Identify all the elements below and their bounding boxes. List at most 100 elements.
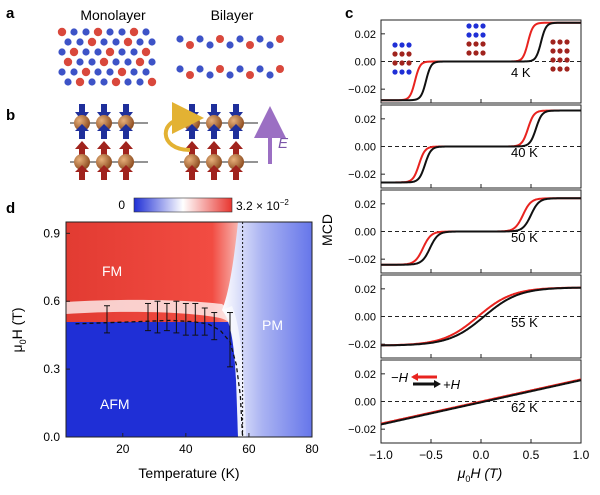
legend-red-arrowhead: [411, 373, 418, 381]
cr-atom: [246, 71, 254, 79]
c-y-tick-label: 0.00: [355, 142, 376, 154]
spin-up-arrow-tail: [185, 165, 199, 180]
atom-ball: [74, 154, 90, 170]
d-y-tick-label: 0.9: [43, 226, 60, 240]
cr-atom: [141, 47, 151, 57]
spin-down-arrow-tail: [119, 124, 133, 139]
i-atom: [148, 38, 156, 46]
i-atom: [82, 28, 90, 36]
inset-spin: [392, 60, 398, 66]
spin-down-arrow-tail: [207, 124, 221, 139]
i-atom: [176, 65, 184, 73]
cr-atom: [111, 77, 121, 87]
spin-up-arrow-tail: [97, 165, 111, 180]
inset-spin: [480, 32, 486, 38]
i-atom: [88, 78, 96, 86]
up-sweep-curve: [380, 379, 582, 426]
c-y-tick-label: −0.02: [348, 254, 376, 266]
atom-ball: [184, 154, 200, 170]
up-sweep-curve: [381, 109, 581, 184]
atom-ball: [96, 115, 112, 131]
c-y-tick-label: 0.00: [355, 57, 376, 69]
inset-spin: [406, 42, 412, 48]
i-atom: [266, 71, 274, 79]
i-atom: [70, 68, 78, 76]
inset-spin: [466, 32, 472, 38]
i-atom: [130, 68, 138, 76]
spin-up-arrow-tail: [229, 165, 243, 180]
cr-atom: [99, 57, 109, 67]
panel-label-d: d: [6, 200, 15, 217]
spin-down-arrow: [97, 104, 111, 121]
colorbar-max-label: 3.2 × 10−2: [236, 198, 289, 213]
legend-down-label: −H: [391, 370, 409, 385]
inset-spin: [399, 51, 405, 57]
hysteresis-subplot: 0.02 0.00 −0.02 4 K: [348, 19, 582, 104]
d-y-tick-label: 0.6: [43, 294, 60, 308]
c-y-tick-label: 0.02: [355, 284, 376, 296]
c-x-tick-label: 0.0: [473, 448, 490, 462]
c-x-tick-label: 1.0: [573, 448, 590, 462]
i-atom: [58, 68, 66, 76]
i-atom: [118, 28, 126, 36]
phase-boundary-fit: [75, 319, 244, 437]
d-y-tick-label: 0.3: [43, 362, 60, 376]
i-atom: [136, 38, 144, 46]
c-y-tick-label: −0.02: [348, 424, 376, 436]
c-y-tick-label: 0.02: [355, 199, 376, 211]
up-sweep-curve: [381, 21, 581, 102]
panel-label-c: c: [345, 5, 353, 22]
inset-spin: [564, 48, 570, 54]
inset-spin: [550, 57, 556, 63]
i-atom: [58, 48, 66, 56]
inset-spin: [466, 41, 472, 47]
inset-spin: [406, 51, 412, 57]
region-label-fm: FM: [102, 263, 122, 279]
inset-spin: [473, 32, 479, 38]
atom-ball: [228, 115, 244, 131]
cr-atom: [135, 57, 145, 67]
i-atom: [112, 58, 120, 66]
inset-spin: [564, 39, 570, 45]
inset-spin: [473, 41, 479, 47]
i-atom: [142, 68, 150, 76]
bilayer-lattice-illustration: [176, 35, 284, 79]
cr-atom: [63, 57, 73, 67]
cr-atom: [105, 47, 115, 57]
spin-up-arrow-tail: [75, 165, 89, 180]
spin-up-arrow-tail: [207, 165, 221, 180]
spin-down-arrow-tail: [97, 124, 111, 139]
atom-ball: [96, 154, 112, 170]
monolayer-label: Monolayer: [80, 7, 146, 23]
i-atom: [106, 28, 114, 36]
i-atom: [206, 41, 214, 49]
temperature-label: 4 K: [511, 65, 531, 80]
c-y-axis-label: MCD: [319, 214, 335, 246]
c-x-tick-label: 0.5: [523, 448, 540, 462]
i-atom: [124, 78, 132, 86]
spin-up-arrow-tail: [119, 165, 133, 180]
cr-atom: [186, 71, 194, 79]
inset-spin: [406, 69, 412, 75]
colorbar: [133, 197, 233, 213]
up-sweep-curve: [381, 197, 581, 266]
spin-up-arrow: [75, 141, 89, 155]
cr-atom: [117, 67, 127, 77]
inset-spin: [466, 50, 472, 56]
cr-atom: [75, 77, 85, 87]
d-x-tick-label: 60: [242, 442, 256, 456]
inset-spin: [406, 60, 412, 66]
inset-spin: [392, 51, 398, 57]
inset-spin: [480, 23, 486, 29]
i-atom: [236, 35, 244, 43]
temperature-label: 62 K: [511, 400, 538, 415]
fm-afm-boundary-band: [66, 299, 240, 332]
up-sweep-curve: [381, 286, 581, 347]
i-atom: [226, 41, 234, 49]
i-atom: [76, 38, 84, 46]
inset-spin: [473, 50, 479, 56]
i-atom: [196, 35, 204, 43]
curved-arrow: [163, 102, 204, 152]
inset-spin: [392, 69, 398, 75]
